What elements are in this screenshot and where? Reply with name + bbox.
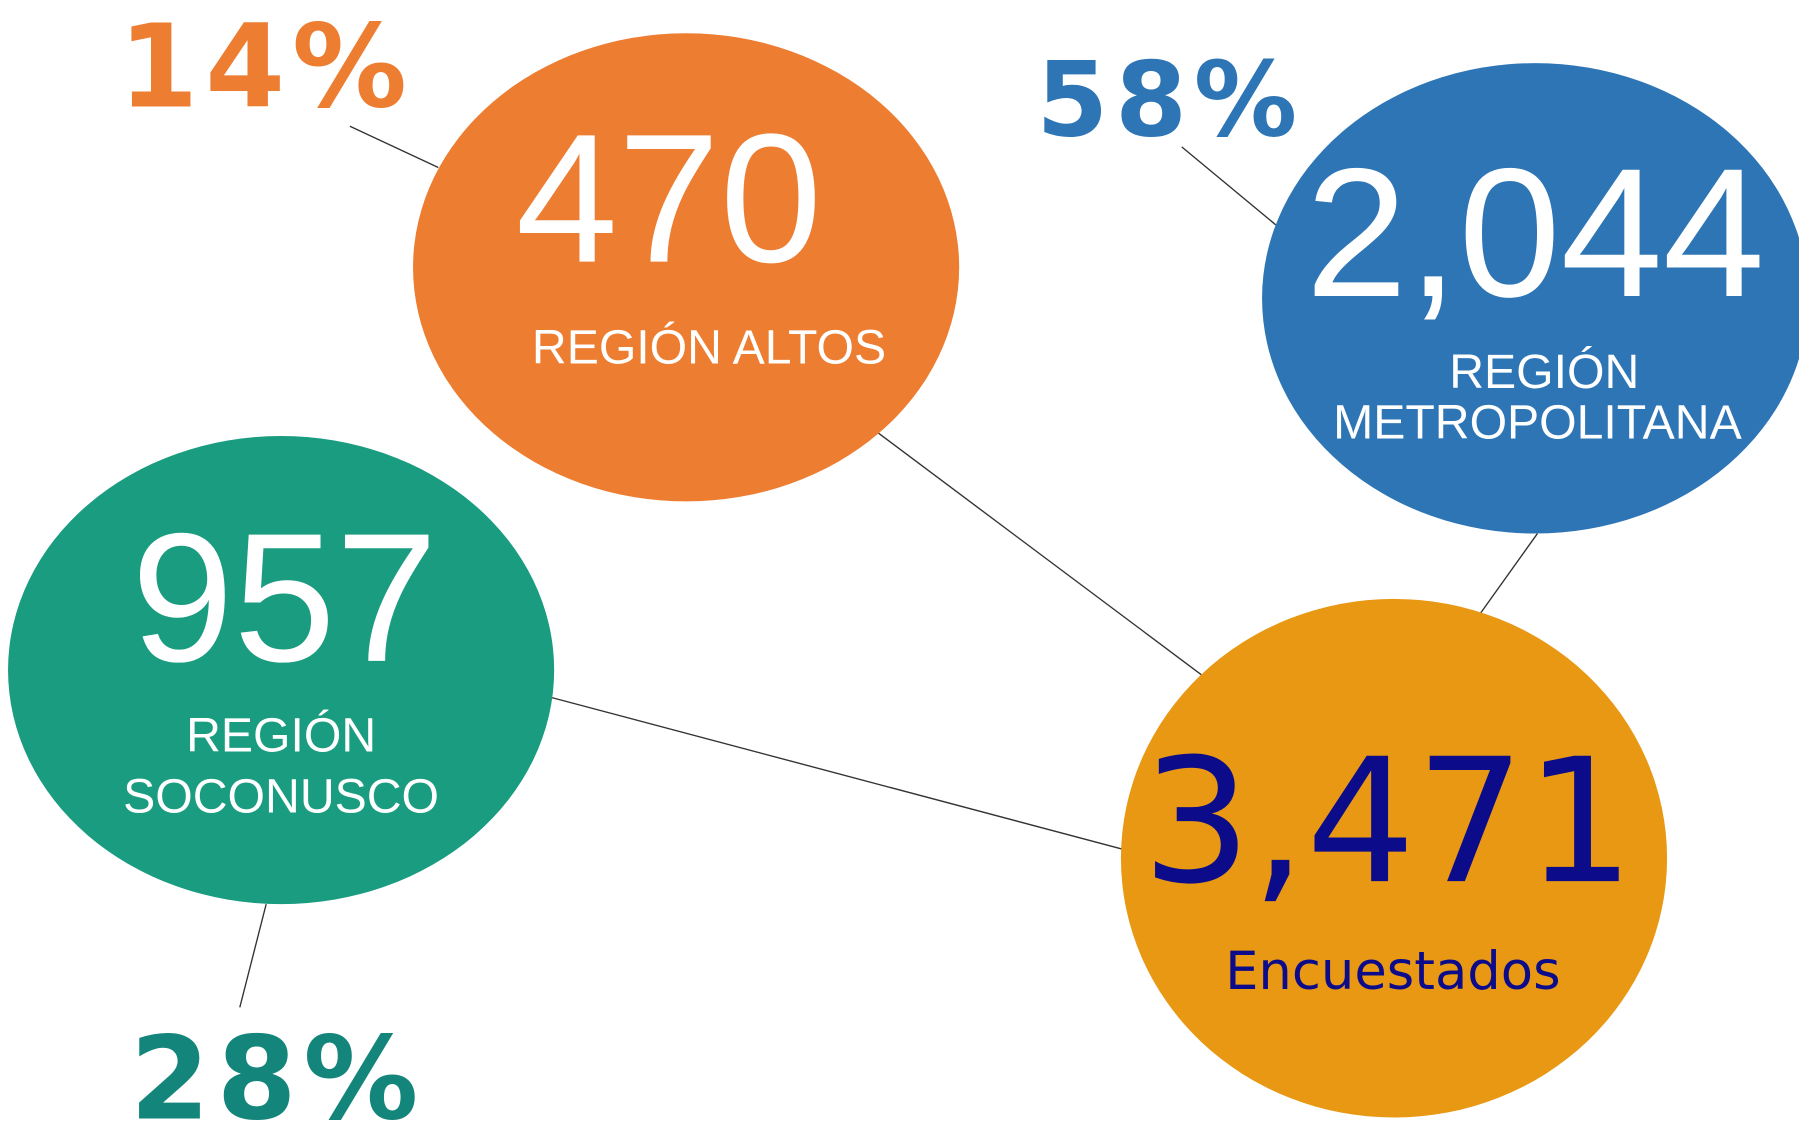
connector bbox=[349, 125, 439, 169]
region-label: METROPOLITANA bbox=[1333, 395, 1742, 449]
connectors bbox=[239, 125, 1538, 1008]
share: 14% bbox=[119, 2, 414, 135]
connector bbox=[877, 432, 1202, 676]
share: 58% bbox=[1036, 40, 1304, 160]
region-bubble bbox=[8, 436, 555, 905]
region-label: REGIÓN bbox=[186, 709, 376, 763]
region-value: 470 bbox=[516, 96, 822, 301]
region-label: SOCONUSCO bbox=[123, 769, 439, 823]
region-value: 2,044 bbox=[1305, 130, 1764, 335]
region-bubble bbox=[413, 33, 960, 502]
region-bubble bbox=[1262, 63, 1799, 534]
region-label: REGIÓN ALTOS bbox=[532, 321, 886, 375]
share: 28% bbox=[130, 1014, 425, 1121]
center-label: Encuestados bbox=[1225, 941, 1560, 1002]
connector bbox=[1479, 533, 1538, 615]
connector bbox=[551, 696, 1123, 850]
connector bbox=[239, 903, 267, 1008]
region-label: REGIÓN bbox=[1449, 345, 1639, 399]
center-bubble bbox=[1120, 598, 1668, 1118]
center-value: 3,471 bbox=[1142, 721, 1635, 922]
connector bbox=[1181, 146, 1277, 226]
region-value: 957 bbox=[131, 495, 437, 700]
